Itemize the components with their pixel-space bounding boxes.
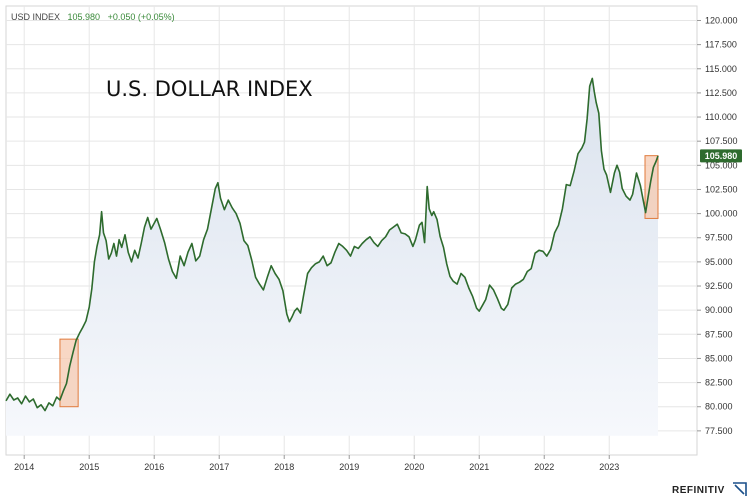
price-line (5, 77, 659, 412)
y-tick-label: 100.000 (705, 209, 738, 219)
y-tick-label: 95.000 (705, 257, 733, 267)
y-tick-label: 110.000 (705, 112, 737, 122)
y-tick-label: 90.000 (705, 305, 733, 315)
y-tick-label: 112.500 (705, 88, 737, 98)
series-line (5, 77, 659, 412)
y-tick-label: 105.000 (705, 160, 738, 170)
x-tick-label: 2018 (274, 462, 294, 472)
x-tick-label: 2021 (469, 462, 489, 472)
y-tick-label: 87.500 (705, 329, 733, 339)
price-area (6, 78, 658, 436)
series-area (6, 78, 658, 436)
x-tick-label: 2015 (79, 462, 99, 472)
y-tick-label: 85.000 (705, 353, 733, 363)
y-tick-label: 120.000 (705, 15, 738, 25)
y-axis-ticks: 77.500 80.000 82.500 85.000 87.500 90.000 92.5… (697, 15, 738, 436)
x-tick-label: 2014 (14, 462, 34, 472)
y-tick-label: 97.500 (705, 233, 733, 243)
x-tick-label: 2017 (209, 462, 229, 472)
symbol-label: USD INDEX (11, 12, 60, 22)
x-tick-label: 2019 (339, 462, 359, 472)
last-price-marker: 105.980 (700, 149, 742, 163)
y-tick-label: 117.500 (705, 40, 737, 50)
y-tick-label: 80.000 (705, 402, 733, 412)
last-price: 105.980 (68, 12, 101, 22)
y-tick-label: 82.500 (705, 378, 733, 388)
refinitiv-logo-text: REFINITIV (672, 485, 725, 496)
y-tick-label: 107.500 (705, 136, 738, 146)
refinitiv-logo-icon (733, 482, 747, 496)
y-tick-label: 92.500 (705, 281, 733, 291)
y-tick-label: 77.500 (705, 426, 733, 436)
last-price-marker-label: 105.980 (705, 151, 738, 161)
last-price-marker-bg (700, 149, 742, 163)
x-tick-label: 2022 (534, 462, 554, 472)
svg-text:USD INDEX 105.980 +0.0: USD INDEX 105.980 +0.050 (+0.05%) (11, 12, 175, 22)
x-tick-label: 2016 (144, 462, 164, 472)
price-change: +0.050 (+0.05%) (108, 12, 175, 22)
y-tick-label: 102.500 (705, 184, 738, 194)
highlight-box (644, 155, 659, 219)
x-tick-label: 2023 (599, 462, 619, 472)
y-tick-label: 115.000 (705, 64, 737, 74)
x-tick-label: 2020 (404, 462, 424, 472)
chart-title: U.S. DOLLAR INDEX (106, 77, 313, 101)
x-axis-ticks: 2014 2015 2016 2017 2018 2019 2020 2021 2022 2023 (14, 455, 619, 472)
